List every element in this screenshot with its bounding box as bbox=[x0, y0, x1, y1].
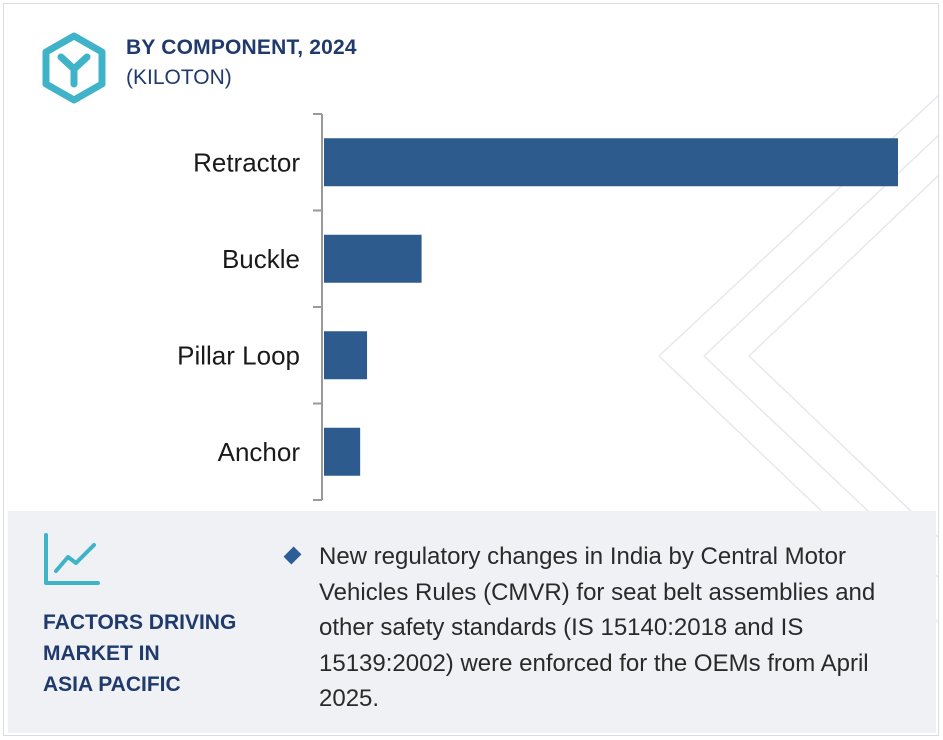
bar-retractor bbox=[324, 138, 898, 187]
bar-chart: Retractor Buckle Pillar Loop Anchor bbox=[177, 113, 898, 501]
hexagon-y-logo-icon bbox=[42, 32, 106, 104]
category-label: Buckle bbox=[222, 244, 300, 274]
category-label: Pillar Loop bbox=[177, 340, 300, 370]
infographic-card: BY COMPONENT, 2024 (KILOTON) Retractor Bu… bbox=[3, 3, 939, 736]
bar-anchor bbox=[324, 427, 361, 476]
background-decoration bbox=[658, 94, 938, 624]
factors-title-line: ASIA PACIFIC bbox=[43, 673, 181, 696]
factors-panel: FACTORS DRIVING MARKET IN ASIA PACIFIC N… bbox=[8, 511, 936, 733]
chart-title: BY COMPONENT, 2024 bbox=[126, 36, 357, 59]
category-label: Retractor bbox=[193, 147, 300, 177]
factors-title-line: MARKET IN bbox=[43, 642, 160, 665]
category-label: Anchor bbox=[218, 437, 301, 467]
factors-title: FACTORS DRIVING MARKET IN ASIA PACIFIC bbox=[43, 607, 283, 700]
diamond-bullet-icon bbox=[283, 546, 302, 565]
factor-bullet-text: New regulatory changes in India by Centr… bbox=[319, 543, 876, 712]
bar-pillar-loop bbox=[324, 331, 368, 380]
line-chart-trend-icon bbox=[44, 533, 100, 585]
bar-buckle bbox=[324, 234, 422, 283]
factors-title-line: FACTORS DRIVING bbox=[43, 611, 237, 634]
chart-subtitle: (KILOTON) bbox=[126, 66, 232, 89]
